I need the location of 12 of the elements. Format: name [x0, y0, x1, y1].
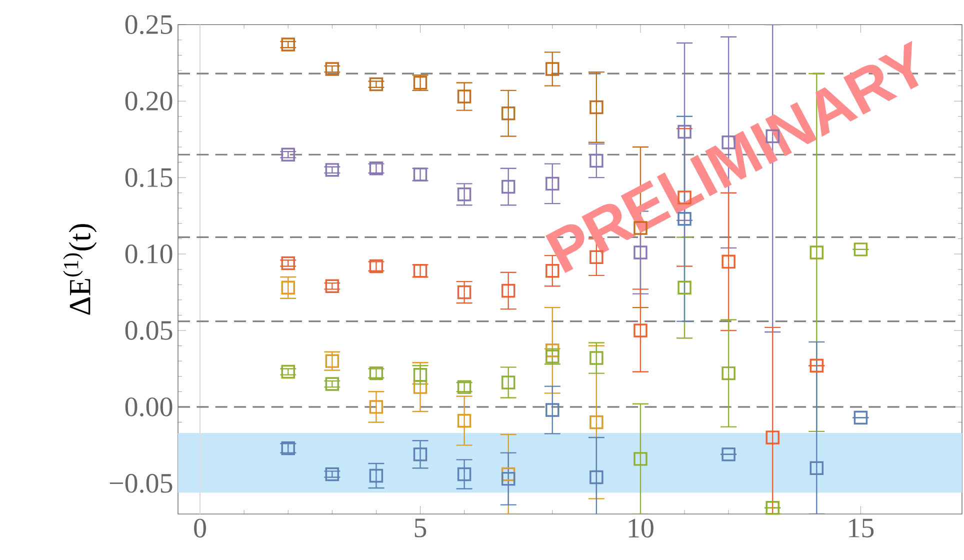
- y-axis-title: ΔE$^{(1)}$(t): [63, 224, 97, 315]
- y-tick-label: 0.25: [125, 15, 172, 34]
- y-tick-label: 0.20: [125, 92, 172, 111]
- x-tick-label: 5: [414, 518, 426, 538]
- x-tick-label: 15: [849, 518, 874, 538]
- y-tick-label: 0.10: [125, 244, 172, 264]
- x-tick-label: 0: [194, 518, 206, 538]
- y-tick-label: −0.05: [110, 474, 172, 493]
- y-tick-label: 0.00: [125, 397, 172, 416]
- x-tick-label: 10: [628, 518, 654, 538]
- y-tick-label: 0.05: [125, 320, 172, 340]
- y-tick-label: 0.15: [125, 168, 172, 188]
